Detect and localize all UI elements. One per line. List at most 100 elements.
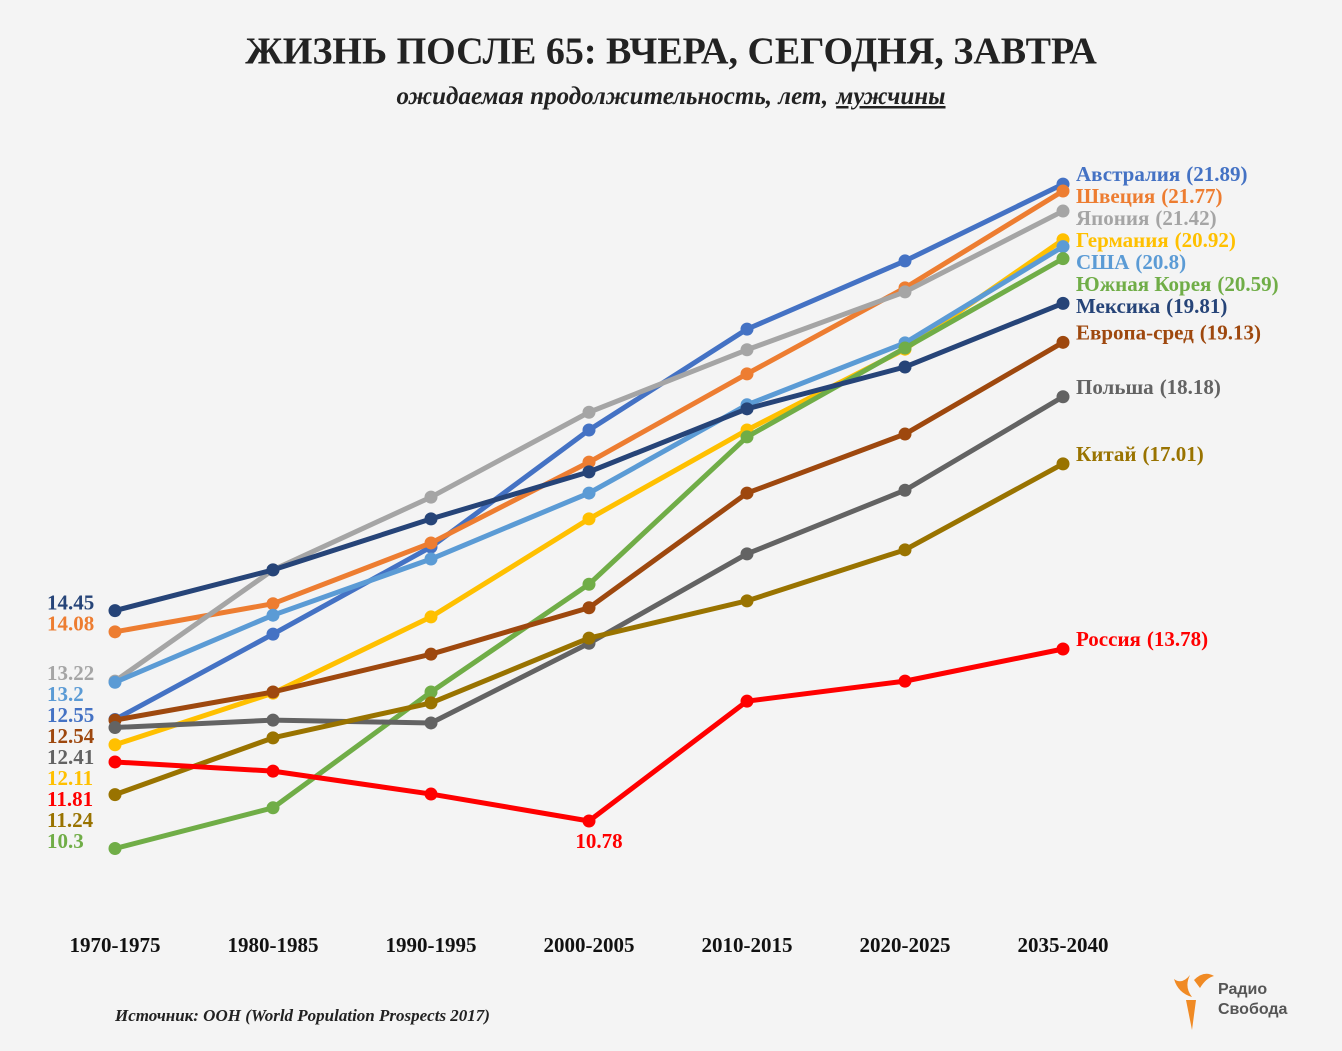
x-tick-label: 2020-2025 [860,933,951,957]
data-point [898,285,912,299]
data-label: 13.22 [47,661,94,685]
data-label: (19.13) [1200,320,1261,344]
x-tick-label: 1990-1995 [386,933,477,957]
x-tick-label: 2035-2040 [1018,933,1109,957]
x-tick-label: 1970-1975 [70,933,161,957]
data-point [108,625,122,639]
data-point [266,627,280,641]
data-point [108,842,122,856]
data-point [1056,204,1070,218]
data-point [108,721,122,735]
data-label: (17.01) [1143,442,1204,466]
legend-entry: Европа-сред (19.13) [1076,320,1261,344]
data-point [1056,390,1070,404]
data-point [424,696,438,710]
data-point [1056,252,1070,266]
data-label: 10.78 [575,829,622,853]
legend-name: Мексика [1076,294,1161,318]
data-point [740,547,754,561]
legend-name: Австралия [1076,162,1180,186]
legend-entry: Австралия (21.89) [1076,162,1248,186]
data-point [740,430,754,444]
source: Источник: ООН (World Population Prospect… [114,1006,490,1025]
legend-entry: Япония (21.42) [1076,206,1217,230]
data-label: 12.55 [47,703,94,727]
data-point [266,563,280,577]
data-point [582,455,596,469]
data-label: 13.2 [47,682,84,706]
data-point [424,536,438,550]
subtitle-text: ожидаемая продолжительность, лет, [396,83,828,110]
data-label: 10.3 [47,829,84,853]
legend-name: Южная Корея [1076,272,1211,296]
data-point [1056,642,1070,656]
data-point [424,685,438,699]
x-tick-label: 2010-2015 [702,933,793,957]
data-point [1056,240,1070,254]
data-point [424,610,438,624]
data-label: 11.24 [47,808,94,832]
data-point [424,716,438,730]
data-point [108,755,122,769]
data-point [424,490,438,504]
data-point [740,486,754,500]
data-label: 14.08 [47,612,94,636]
data-point [424,552,438,566]
logo: Радио Свобода [1174,973,1288,1030]
legend-name: Польша [1076,375,1154,399]
x-tick-label: 2000-2005 [544,933,635,957]
data-point [1056,457,1070,471]
legend-entry: США (20.8) [1076,250,1186,274]
data-point [898,483,912,497]
data-point [898,427,912,441]
logo-text: Свобода [1218,1001,1288,1018]
chart-title: ЖИЗНЬ ПОСЛЕ 65: ВЧЕРА, СЕГОДНЯ, ЗАВТРА [245,31,1097,73]
data-point [266,801,280,815]
data-point [740,594,754,608]
data-label: (21.89) [1186,162,1247,186]
data-point [582,486,596,500]
data-point [740,322,754,336]
data-point [266,713,280,727]
data-point [424,647,438,661]
data-point [898,674,912,688]
data-label: 14.45 [47,590,94,614]
legend-entry: Китай (17.01) [1076,442,1204,466]
logo-text: Радио [1218,981,1267,998]
data-point [898,254,912,268]
legend-entry: Южная Корея (20.59) [1076,272,1279,296]
data-point [108,604,122,618]
data-point [740,343,754,357]
data-point [108,738,122,752]
legend-name: США [1076,250,1130,274]
data-point [582,465,596,479]
data-point [582,405,596,419]
data-point [424,787,438,801]
legend-entry: Германия (20.92) [1076,228,1236,252]
data-label: 11.81 [47,787,93,811]
data-point [740,402,754,416]
data-point [266,597,280,611]
data-label: (21.77) [1161,184,1222,208]
data-label: (13.78) [1147,627,1208,651]
data-point [1056,335,1070,349]
legend-name: Япония [1076,206,1149,230]
subtitle-emphasis: мужчины [835,83,945,110]
legend-name: Россия [1076,627,1141,651]
data-point [898,360,912,374]
data-point [582,814,596,828]
legend-name: Европа-сред [1076,320,1194,344]
data-label: 12.11 [47,766,93,790]
data-label: (18.18) [1160,375,1221,399]
data-point [582,577,596,591]
data-label: (21.42) [1155,206,1216,230]
data-label: 12.54 [47,724,95,748]
x-tick-label: 1980-1985 [228,933,319,957]
chart-subtitle: ожидаемая продолжительность, лет, мужчины [396,83,945,110]
data-point [898,543,912,557]
data-point [740,367,754,381]
legend-name: Швеция [1076,184,1155,208]
data-point [424,512,438,526]
